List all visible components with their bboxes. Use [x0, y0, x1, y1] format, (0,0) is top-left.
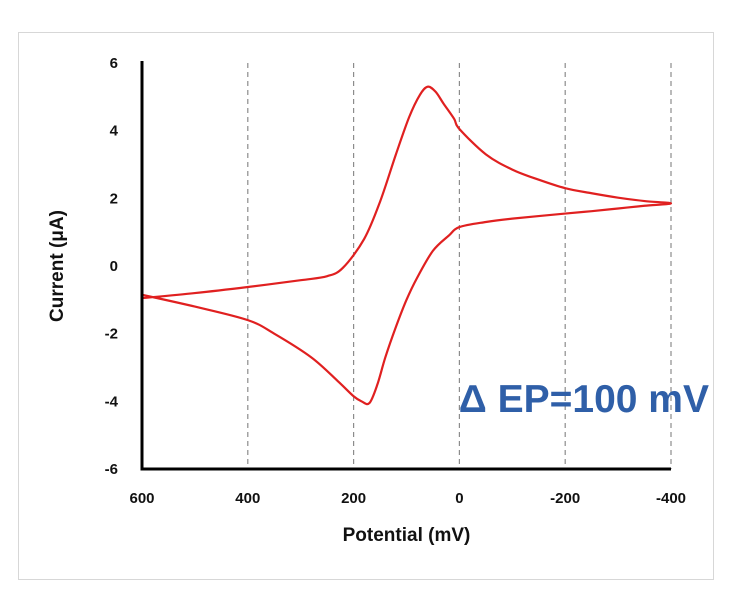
y-axis-title: Current (μA) — [47, 210, 68, 322]
x-tick-labels: 600 400 200 0 -200 -400 — [129, 490, 686, 507]
y-tick-label: 2 — [110, 190, 118, 207]
x-tick-label: 600 — [129, 490, 154, 507]
x-tick-label: 200 — [341, 490, 366, 507]
chart-frame: 600 400 200 0 -200 -400 6 4 2 0 -2 -4 -6 Potential … — [18, 32, 714, 580]
y-tick-label: -2 — [105, 326, 118, 343]
x-tick-label: -200 — [550, 490, 580, 507]
y-tick-labels: 6 4 2 0 -2 -4 -6 — [105, 55, 119, 478]
x-axis-title: Potential (mV) — [343, 525, 471, 546]
cyclic-voltammogram-chart: 600 400 200 0 -200 -400 6 4 2 0 -2 -4 -6 Potential … — [19, 33, 715, 581]
delta-ep-annotation: Δ EP=100 mV — [459, 378, 709, 421]
cv-curve-series-0 — [142, 87, 671, 405]
y-tick-label: -4 — [105, 393, 119, 410]
y-tick-label: 0 — [110, 258, 118, 275]
y-tick-label: -6 — [105, 461, 118, 478]
curve-layer — [142, 87, 671, 405]
y-tick-label: 4 — [110, 123, 119, 140]
x-tick-label: 0 — [455, 490, 463, 507]
y-tick-label: 6 — [110, 55, 118, 72]
x-tick-label: 400 — [235, 490, 260, 507]
x-tick-label: -400 — [656, 490, 686, 507]
